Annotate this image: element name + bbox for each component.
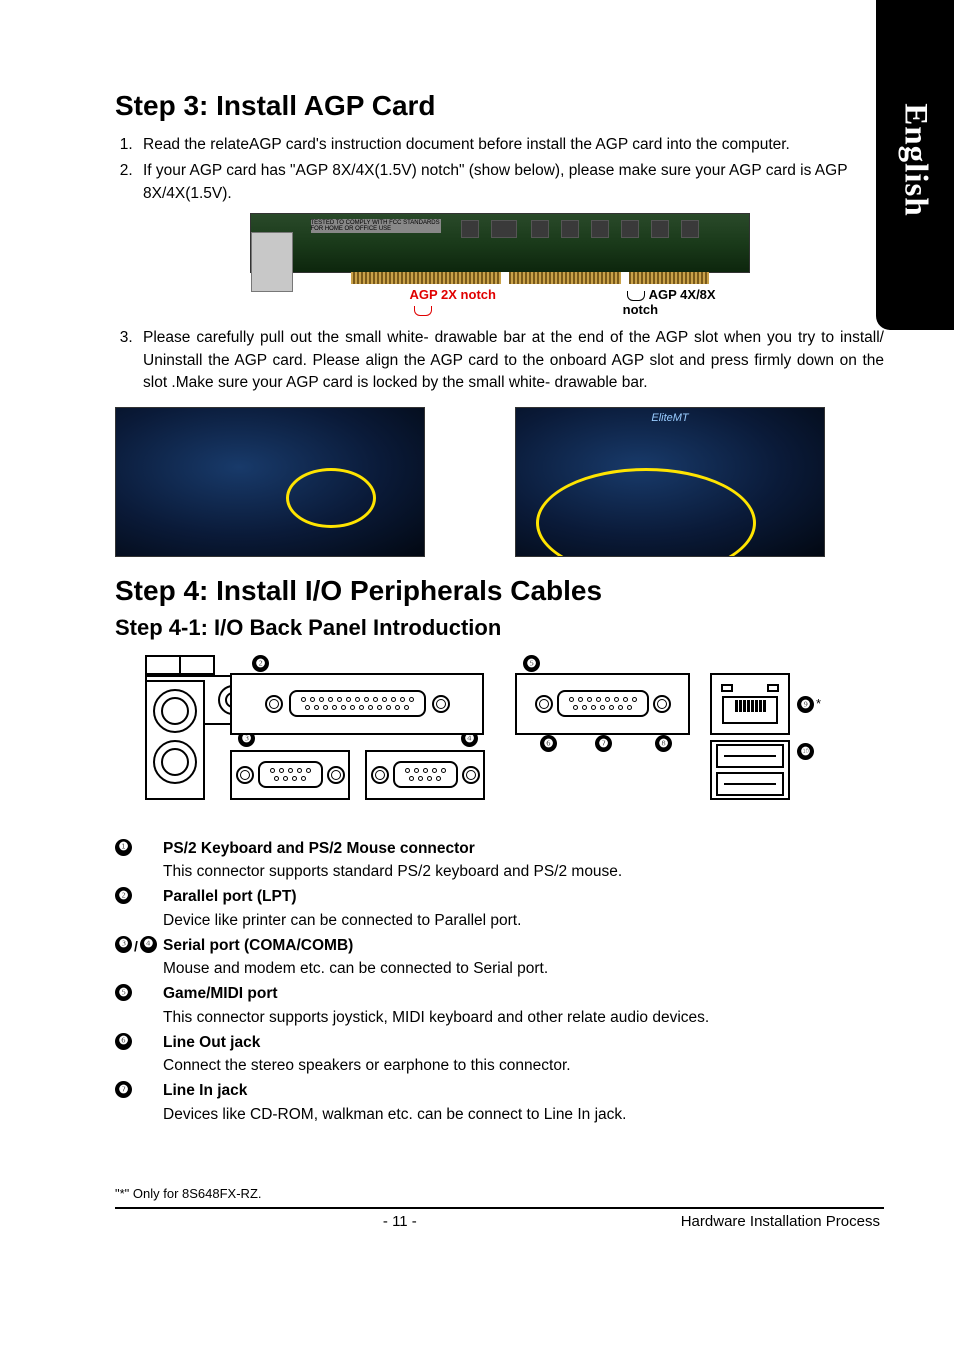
lpt-pins-bottom (305, 705, 409, 710)
legend-title: PS/2 Keyboard and PS/2 Mouse connector (163, 837, 884, 860)
callout-7: ❼ (595, 735, 612, 752)
step3-item-3: Please carefully pull out the small whit… (137, 327, 884, 394)
io-back-panel-diagram: ❶ ❷ ❸ ❹ ❺ ❻ ❼ ❽ ❾* ❿ (145, 655, 835, 815)
usb-ports (710, 740, 790, 800)
legend-row: ❺ Game/MIDI portThis connector supports j… (115, 982, 884, 1029)
legend-desc: Device like printer can be connected to … (163, 909, 884, 932)
step3-item-1: Read the relateAGP card's instruction do… (137, 134, 884, 156)
ps2-connectors (145, 680, 205, 800)
parallel-port (230, 673, 484, 735)
usb-port (716, 744, 784, 768)
footnote: "*" Only for 8S648FX-RZ. (115, 1186, 884, 1201)
agp-2x-notch-label: AGP 2X notch (410, 287, 518, 317)
legend-row: ❷ Parallel port (LPT)Device like printer … (115, 885, 884, 932)
footer-rule (115, 1207, 884, 1209)
legend-marker: ❸ (115, 936, 132, 953)
callout-2: ❷ (252, 655, 269, 672)
usb-port (716, 772, 784, 796)
io-legend: ❶PS/2 Keyboard and PS/2 Mouse connectorT… (115, 837, 884, 1126)
lan-port (710, 673, 790, 735)
legend-marker: ❶ (115, 839, 132, 856)
ps2-mouse-port (153, 689, 197, 733)
legend-desc: Connect the stereo speakers or earphone … (163, 1054, 884, 1077)
legend-row: ❸/❹Serial port (COMA/COMB)Mouse and mode… (115, 934, 884, 981)
step4-subtitle: Step 4-1: I/O Back Panel Introduction (115, 615, 884, 641)
callout-6: ❻ (540, 735, 557, 752)
usb-pair-top (145, 655, 215, 675)
page-footer: - 11 - Hardware Installation Process (115, 1213, 884, 1230)
step3-title: Step 3: Install AGP Card (115, 90, 884, 122)
legend-desc: Devices like CD-ROM, walkman etc. can be… (163, 1103, 884, 1126)
language-tab-label: English (897, 103, 934, 216)
callout-8: ❽ (655, 735, 672, 752)
legend-title: Serial port (COMA/COMB) (163, 934, 884, 957)
agp-card-figure: TESTED TO COMPLY WITH FCC STANDARDS FOR … (250, 213, 750, 317)
agp-compliance-label: TESTED TO COMPLY WITH FCC STANDARDS FOR … (311, 219, 441, 233)
agp-card-illustration: TESTED TO COMPLY WITH FCC STANDARDS FOR … (250, 213, 750, 273)
agp-notch-labels: AGP 2X notch AGP 4X/8X notch (250, 287, 750, 317)
step3-list-cont: Please carefully pull out the small whit… (115, 327, 884, 394)
legend-marker: ❷ (115, 887, 132, 904)
legend-title: Line In jack (163, 1079, 884, 1102)
step3-item-2: If your AGP card has "AGP 8X/4X(1.5V) no… (137, 160, 884, 205)
step3-list: Read the relateAGP card's instruction do… (115, 134, 884, 205)
legend-marker: ❻ (115, 1033, 132, 1050)
rj45-pins (735, 700, 766, 712)
callout-5: ❺ (523, 655, 540, 672)
legend-row: ❼ Line In jackDevices like CD-ROM, walkma… (115, 1079, 884, 1126)
legend-row: ❻ Line Out jackConnect the stereo speaker… (115, 1031, 884, 1078)
agp-photo-closeup: EliteMT (515, 407, 825, 557)
legend-marker: ❼ (115, 1081, 132, 1098)
agp-4x8x-notch-label: AGP 4X/8X notch (623, 287, 750, 317)
legend-desc: Mouse and modem etc. can be connected to… (163, 957, 884, 980)
serial-port-b (365, 750, 485, 800)
legend-title: Line Out jack (163, 1031, 884, 1054)
lpt-pins-top (301, 697, 414, 702)
step4-title: Step 4: Install I/O Peripherals Cables (115, 575, 884, 607)
game-midi-port (515, 673, 690, 735)
footer-section: Hardware Installation Process (681, 1213, 880, 1230)
legend-marker: ❹ (140, 936, 157, 953)
callout-9: ❾* (797, 695, 821, 713)
language-tab: English (876, 0, 954, 330)
legend-desc: This connector supports standard PS/2 ke… (163, 860, 884, 883)
legend-row: ❶ PS/2 Keyboard and PS/2 Mouse connectorT… (115, 837, 884, 884)
legend-title: Game/MIDI port (163, 982, 884, 1005)
serial-port-a (230, 750, 350, 800)
agp-install-photos: EliteMT (115, 407, 884, 557)
ps2-keyboard-port (153, 740, 197, 784)
page-number: - 11 - (383, 1213, 417, 1230)
legend-desc: This connector supports joystick, MIDI k… (163, 1006, 884, 1029)
agp-photo-wide (115, 407, 425, 557)
legend-marker: ❺ (115, 984, 132, 1001)
ram-chip-label: EliteMT (651, 412, 688, 424)
callout-10: ❿ (797, 743, 814, 760)
legend-title: Parallel port (LPT) (163, 885, 884, 908)
